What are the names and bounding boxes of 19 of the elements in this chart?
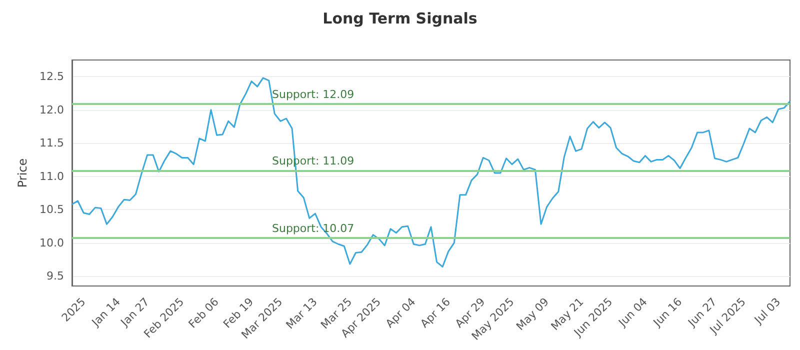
x-tick-label: Apr 16 — [418, 295, 453, 330]
x-tick-label: Feb 06 — [186, 295, 222, 331]
y-tick-label: 10.5 — [40, 203, 64, 216]
x-tick-label: Mar 13 — [284, 295, 320, 332]
y-axis-title: Price — [16, 158, 30, 188]
ref-line-label: Support: 12.09 — [272, 88, 354, 101]
y-tick-label: 12.0 — [40, 103, 64, 116]
line-series — [71, 77, 791, 268]
y-tick-label: 11.0 — [40, 170, 64, 183]
x-tick-label: Apr 04 — [383, 295, 418, 330]
ref-line-label: Support: 10.07 — [272, 222, 354, 236]
chart-title: Long Term Signals — [322, 10, 478, 28]
y-tick-label: 12.5 — [40, 70, 64, 84]
x-tick-label: Jun 16 — [650, 295, 685, 330]
y-tick-label: 9.5 — [46, 270, 64, 283]
x-tick-label: Jul 03 — [751, 295, 784, 328]
y-tick-label: 10.0 — [40, 236, 64, 250]
x-tick-label: Jun 04 — [615, 295, 650, 330]
y-tick-label: 11.5 — [40, 136, 64, 150]
